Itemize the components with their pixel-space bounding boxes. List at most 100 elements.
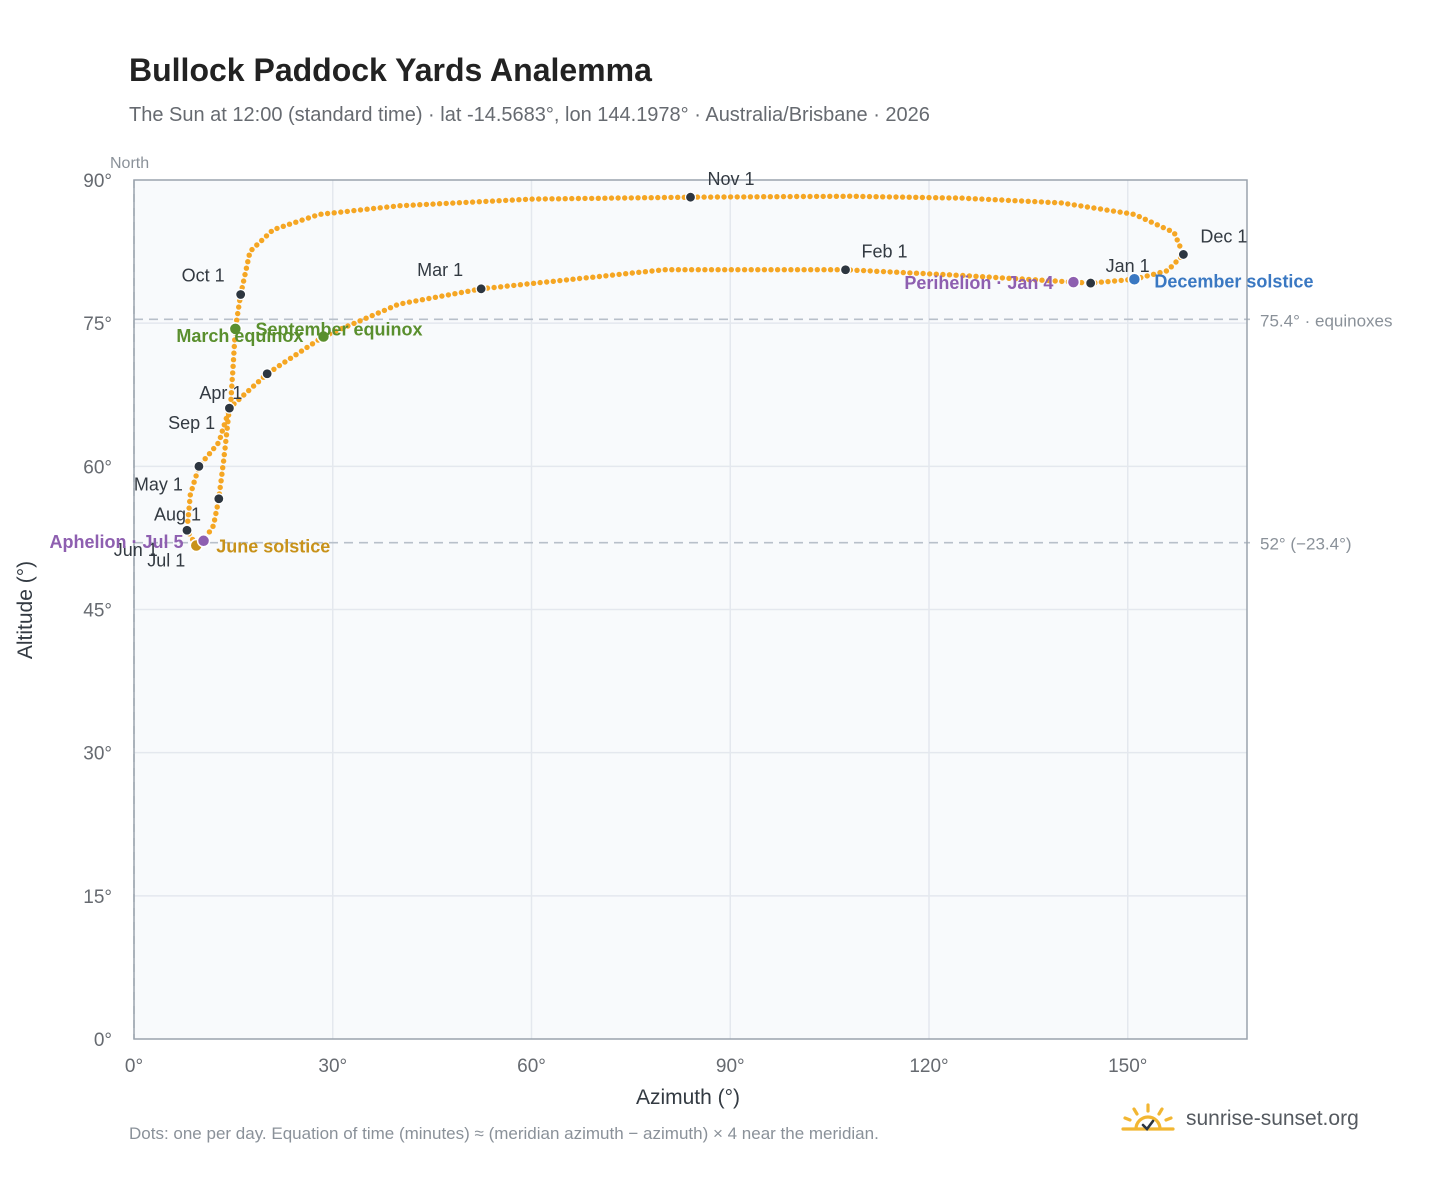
daily-sun-dot [231,343,237,350]
daily-sun-dot [219,428,225,434]
daily-sun-dot [186,505,192,511]
daily-sun-dot [339,325,345,332]
daily-sun-dot [854,267,860,273]
daily-sun-dot [900,269,906,276]
daily-sun-dot [926,194,932,201]
daily-sun-dot [1019,276,1025,282]
daily-sun-dot [636,269,642,275]
event-label: June solstice [216,537,330,557]
daily-sun-dot [509,197,515,203]
daily-sun-dot [834,267,840,273]
daily-sun-dot [821,267,827,273]
month-label: Sep 1 [168,413,215,433]
daily-sun-dot [393,302,400,308]
daily-sun-dot [694,194,701,200]
daily-sun-dot [986,274,992,280]
daily-sun-dot [217,434,224,441]
daily-sun-dot [450,200,456,206]
daily-sun-dot [452,291,458,297]
daily-sun-dot [576,275,583,282]
daily-sun-dot [223,432,230,438]
daily-sun-dot [550,278,556,284]
event-marker [196,534,211,548]
daily-sun-dot [570,276,576,282]
daily-sun-dot [345,323,351,329]
daily-sun-dot [189,485,195,492]
daily-sun-dot [211,445,217,452]
event-label: March equinox [176,326,303,346]
daily-sun-dot [840,193,846,199]
daily-sun-dot [498,284,504,290]
daily-sun-dot [511,282,517,289]
daily-sun-dot [648,195,654,201]
daily-sun-dot [243,265,250,271]
daily-sun-dot [1018,198,1025,204]
daily-sun-dot [1144,273,1150,279]
daily-sun-dot [419,297,426,303]
daily-sun-dot [240,278,247,284]
daily-sun-dot [1166,227,1173,233]
daily-sun-dot [439,293,445,299]
daily-sun-dot [595,195,601,201]
reference-line-label: 75.4° · equinoxes [1260,311,1393,330]
brand-name: sunrise-sunset.org [1186,1107,1359,1130]
daily-sun-dot [426,295,432,302]
daily-sun-dot [185,518,191,524]
daily-sun-dot [853,193,859,199]
y-tick-label: 90° [83,171,112,192]
plot-frame [133,179,1248,1040]
daily-sun-dot [377,205,383,211]
month-marker [261,368,273,380]
daily-sun-dot [219,471,225,477]
daily-sun-dot [312,213,318,219]
daily-sun-dot [1157,269,1163,276]
daily-sun-dot [215,440,221,447]
daily-sun-dot [1111,278,1118,284]
month-label: Mar 1 [417,260,463,280]
daily-sun-dot [774,267,781,273]
daily-sun-dot [503,197,509,204]
month-label: Feb 1 [862,242,908,262]
y-tick-label: 45° [83,601,112,622]
daily-sun-dot [735,267,741,273]
daily-sun-dot [933,271,939,277]
daily-sun-dot [491,284,497,291]
daily-sun-dot [972,196,978,202]
daily-sun-dot [979,196,985,202]
daily-sun-dot [787,193,793,200]
footnote: Dots: one per day. Equation of time (min… [129,1124,879,1143]
daily-sun-dot [436,201,443,207]
month-marker [193,460,205,472]
daily-sun-dot [748,267,754,273]
daily-sun-dot [800,193,807,200]
daily-sun-dot [714,194,721,200]
brand-logo[interactable]: sunrise-sunset.org [1120,1102,1359,1136]
month-marker [213,493,225,505]
daily-sun-dot [833,193,840,199]
daily-sun-dot [993,274,999,281]
daily-sun-dot [801,267,807,273]
month-label: Oct 1 [182,266,225,286]
daily-sun-dot [960,272,966,279]
daily-sun-dot [583,275,589,281]
daily-sun-dot [860,267,867,274]
daily-sun-dot [794,267,801,273]
daily-sun-dot [1136,213,1143,220]
daily-sun-dot [979,274,986,280]
daily-sun-dot [788,267,794,273]
daily-sun-dot [271,366,277,372]
daily-sun-dot [569,195,575,202]
daily-sun-dot [701,194,707,200]
daily-sun-dot [403,202,410,209]
month-marker [235,288,247,301]
daily-sun-dot [609,272,616,278]
month-marker [1177,248,1190,261]
daily-sun-dot [222,445,228,451]
month-marker [181,524,193,536]
daily-sun-dot [589,195,595,202]
daily-sun-dot [469,199,476,205]
daily-sun-dot [483,198,489,205]
daily-sun-dot [357,318,363,324]
daily-sun-dot [734,194,740,200]
daily-sun-dot [899,194,906,200]
